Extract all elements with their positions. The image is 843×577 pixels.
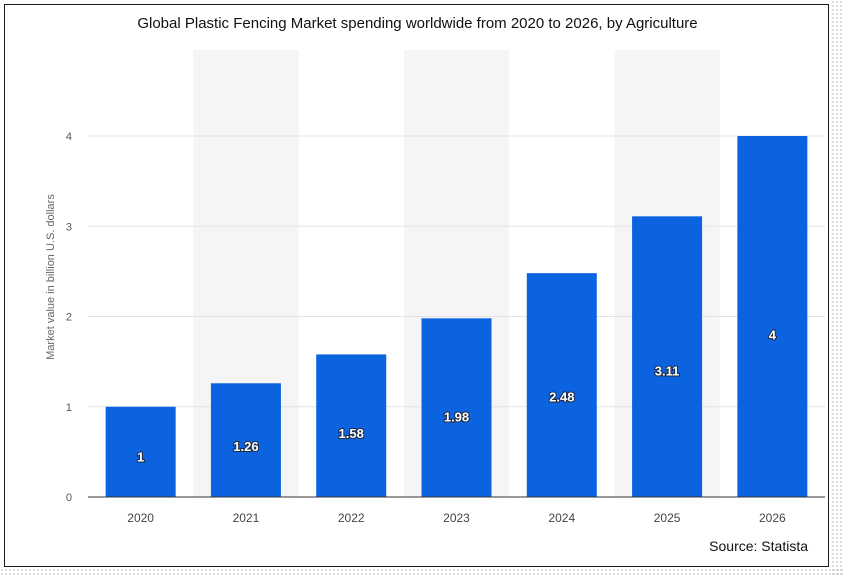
data-label: 3.11 xyxy=(655,364,680,379)
dotted-background-bottom xyxy=(0,568,843,577)
data-label: 4 xyxy=(769,328,777,343)
data-label: 1.58 xyxy=(339,426,364,441)
x-tick-label: 2020 xyxy=(127,511,154,525)
bar xyxy=(421,318,492,497)
bar-chart: 1 1.26 1.58 1.98 2.48 3.11 4 0 1 2 3 4 2020 2021 2022… xyxy=(66,50,825,525)
data-label: 1.26 xyxy=(233,439,258,454)
x-tick-label: 2021 xyxy=(233,511,260,525)
dotted-background-right xyxy=(831,0,843,577)
x-tick-label: 2025 xyxy=(654,511,681,525)
bar xyxy=(105,406,176,497)
source-note: Source: Statista xyxy=(709,538,808,554)
x-tick-label: 2023 xyxy=(443,511,470,525)
chart-frame: Global Plastic Fencing Market spending w… xyxy=(4,4,829,567)
x-tick-label: 2024 xyxy=(548,511,575,525)
bar xyxy=(210,383,281,497)
y-tick-label: 2 xyxy=(66,312,72,324)
y-tick-label: 4 xyxy=(66,131,72,143)
x-tick-label: 2022 xyxy=(338,511,365,525)
chart-title: Global Plastic Fencing Market spending w… xyxy=(137,15,698,32)
data-label: 2.48 xyxy=(549,389,574,404)
data-label: 1 xyxy=(137,449,144,464)
bar xyxy=(316,354,387,497)
data-label: 1.98 xyxy=(444,410,469,425)
y-tick-label: 3 xyxy=(66,221,72,233)
bar xyxy=(632,216,703,497)
y-tick-label: 0 xyxy=(66,492,72,504)
y-tick-label: 1 xyxy=(66,402,72,414)
bar xyxy=(737,136,808,497)
bar xyxy=(526,273,597,497)
x-tick-label: 2026 xyxy=(759,511,786,525)
